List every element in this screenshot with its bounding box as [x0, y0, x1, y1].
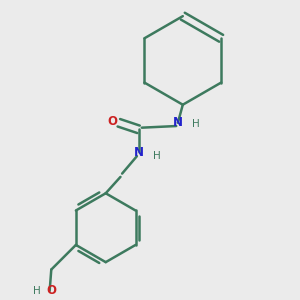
Text: H: H [192, 119, 200, 129]
Text: N: N [173, 116, 183, 129]
Text: H: H [33, 286, 41, 296]
Text: N: N [134, 146, 143, 159]
Text: H: H [153, 151, 160, 160]
Text: O: O [107, 115, 117, 128]
Text: O: O [46, 284, 56, 297]
